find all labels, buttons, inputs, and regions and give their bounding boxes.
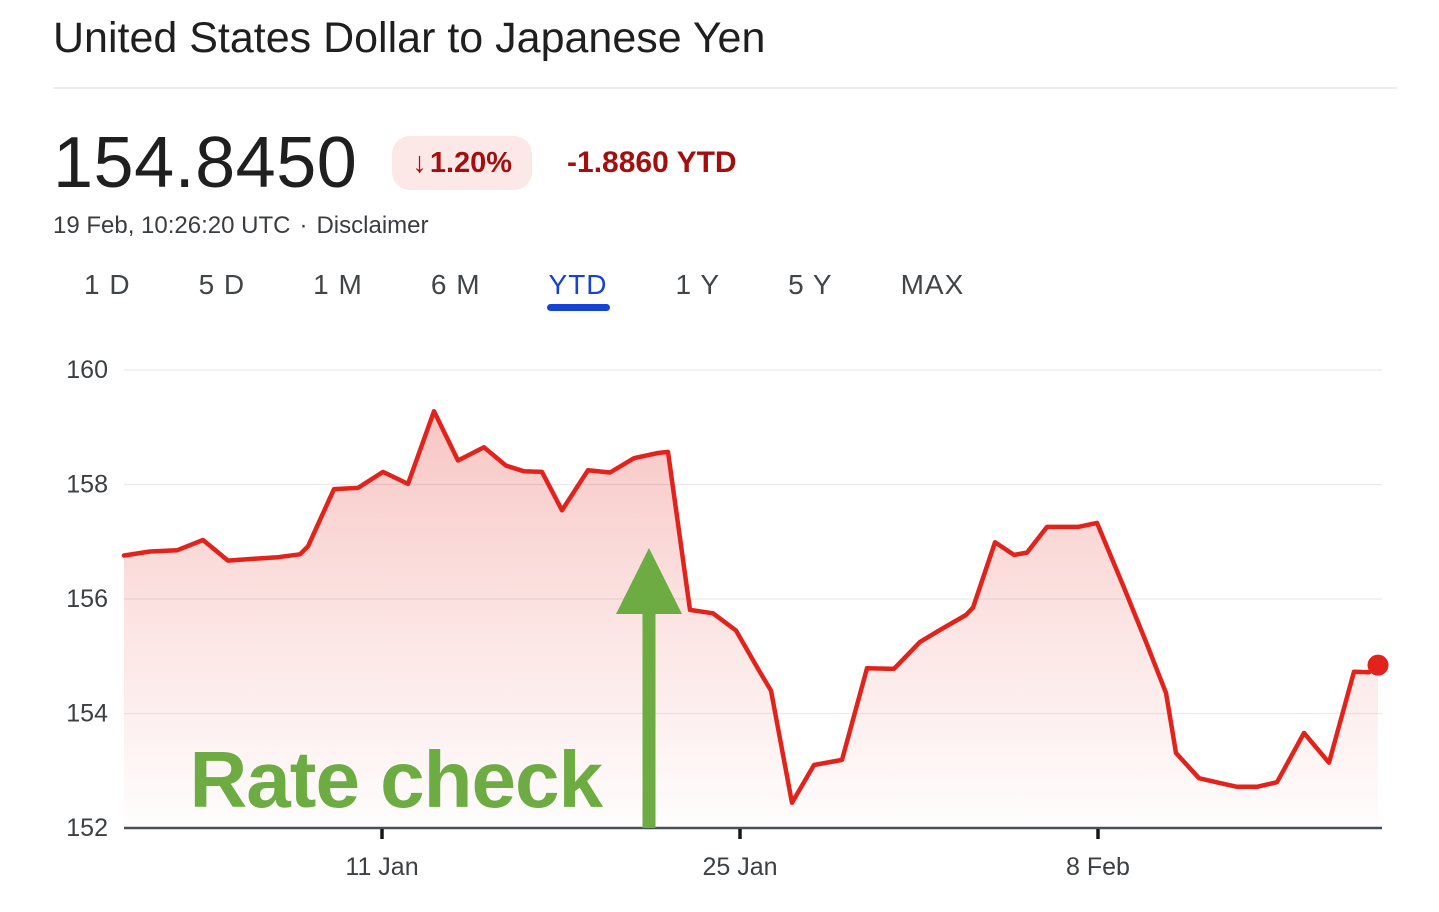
tab-1d[interactable]: 1 D: [84, 269, 131, 300]
tab-6m[interactable]: 6 M: [430, 269, 481, 300]
tab-max[interactable]: MAX: [900, 269, 965, 300]
dot-separator: ·: [299, 212, 308, 239]
annotation-arrow-stem: [642, 612, 656, 828]
annotation-arrow-head-icon: [616, 548, 682, 614]
price-line: [121, 408, 1381, 806]
ytd-change: -1.8860 YTD: [567, 146, 737, 179]
latest-price-dot: [1367, 654, 1389, 676]
tab-1m[interactable]: 1 M: [313, 269, 363, 300]
change-percent: 1.20%: [429, 147, 513, 179]
x-tick-label: 8 Feb: [1066, 853, 1130, 881]
price-chart[interactable]: 160 158 156 154 152 11 Jan 25 Jan 8 Feb Rate che…: [0, 340, 1439, 912]
y-tick-label: 160: [66, 356, 108, 384]
disclaimer-link[interactable]: Disclaimer: [316, 212, 429, 239]
page-title: United States Dollar to Japanese Yen: [53, 14, 766, 62]
tab-5y[interactable]: 5 Y: [788, 269, 833, 300]
annotation-label: Rate check: [190, 735, 604, 824]
timestamp-row: 19 Feb, 10:26:20 UTC · Disclaimer: [53, 212, 428, 240]
rate-check-annotation: Rate check: [190, 548, 682, 828]
quote-row: 154.8450 ↓ 1.20% -1.8860 YTD: [53, 124, 737, 202]
timestamp: 19 Feb, 10:26:20 UTC: [53, 212, 291, 239]
y-tick-label: 154: [66, 700, 108, 728]
x-tick-label: 11 Jan: [345, 853, 418, 881]
tab-5d[interactable]: 5 D: [198, 269, 246, 300]
header-divider: [53, 87, 1397, 89]
y-tick-label: 156: [66, 585, 108, 613]
y-tick-label: 158: [66, 471, 108, 499]
price-chart-svg[interactable]: 160 158 156 154 152 11 Jan 25 Jan 8 Feb Rate che…: [0, 340, 1439, 912]
range-tabs: 1 D 5 D 1 M 6 M YTD 1 Y 5 Y MAX: [84, 269, 965, 311]
current-price: 154.8450: [53, 123, 358, 203]
x-tick-label: 25 Jan: [702, 853, 777, 881]
y-tick-label: 152: [66, 814, 108, 842]
tab-ytd[interactable]: YTD: [546, 269, 610, 311]
area-fill: [124, 411, 1378, 828]
change-badge: ↓ 1.20%: [392, 136, 533, 190]
down-arrow-icon: ↓: [412, 147, 427, 179]
tab-1y[interactable]: 1 Y: [675, 269, 721, 300]
